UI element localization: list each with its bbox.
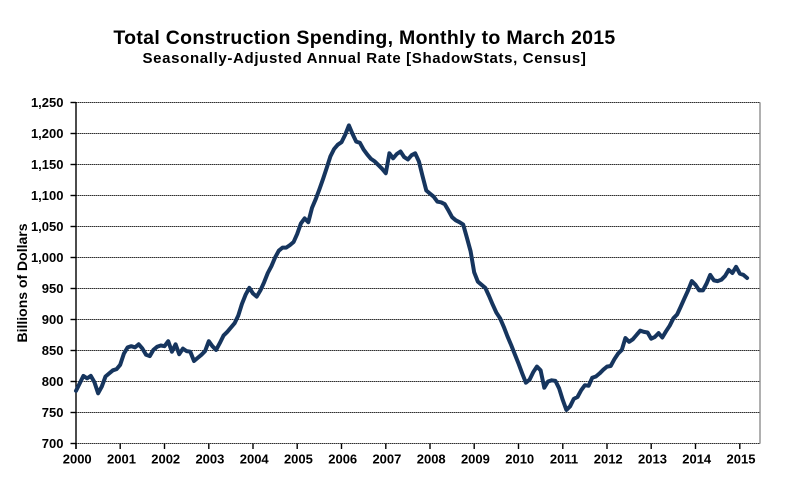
svg-text:2002: 2002 bbox=[151, 452, 180, 467]
svg-text:950: 950 bbox=[42, 281, 64, 296]
svg-text:Billions of Dollars: Billions of Dollars bbox=[14, 223, 30, 342]
svg-text:1,000: 1,000 bbox=[31, 250, 64, 265]
svg-text:2010: 2010 bbox=[505, 452, 534, 467]
svg-text:1,150: 1,150 bbox=[31, 157, 64, 172]
svg-text:1,250: 1,250 bbox=[31, 95, 64, 110]
svg-text:2009: 2009 bbox=[461, 452, 490, 467]
svg-text:Total Construction Spending, M: Total Construction Spending, Monthly to … bbox=[113, 27, 615, 49]
svg-text:1,200: 1,200 bbox=[31, 126, 64, 141]
svg-text:2007: 2007 bbox=[372, 452, 401, 467]
svg-text:2011: 2011 bbox=[550, 452, 578, 467]
svg-text:Seasonally-Adjusted Annual Rat: Seasonally-Adjusted Annual Rate [ShadowS… bbox=[143, 50, 587, 67]
svg-text:2000: 2000 bbox=[63, 452, 92, 467]
svg-text:850: 850 bbox=[42, 343, 64, 358]
svg-text:1,050: 1,050 bbox=[31, 219, 64, 234]
svg-text:2003: 2003 bbox=[195, 452, 224, 467]
svg-text:800: 800 bbox=[42, 374, 64, 389]
svg-text:2013: 2013 bbox=[638, 452, 667, 467]
svg-text:700: 700 bbox=[42, 436, 64, 451]
svg-text:2004: 2004 bbox=[240, 452, 270, 467]
svg-text:2006: 2006 bbox=[328, 452, 357, 467]
svg-text:1,100: 1,100 bbox=[31, 188, 64, 203]
svg-text:2001: 2001 bbox=[107, 452, 136, 467]
svg-text:900: 900 bbox=[42, 312, 64, 327]
svg-text:750: 750 bbox=[42, 405, 64, 420]
svg-text:2005: 2005 bbox=[284, 452, 313, 467]
svg-text:2012: 2012 bbox=[594, 452, 623, 467]
svg-text:2008: 2008 bbox=[417, 452, 446, 467]
svg-text:2014: 2014 bbox=[682, 452, 712, 467]
svg-text:2015: 2015 bbox=[727, 452, 756, 467]
